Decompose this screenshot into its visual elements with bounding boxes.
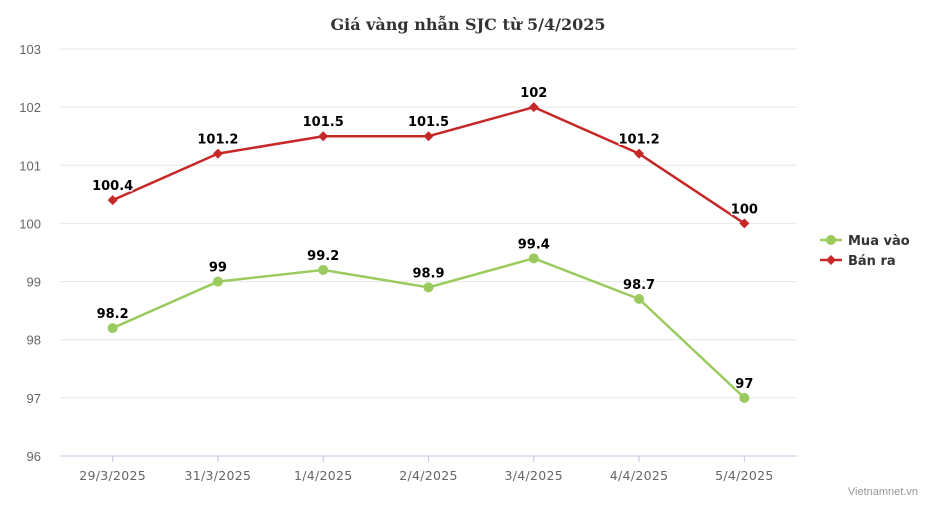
legend-label: Bán ra <box>848 254 896 269</box>
data-point <box>107 195 118 206</box>
data-point <box>212 148 223 159</box>
data-label: 101.2 <box>197 133 238 148</box>
x-tick-label: 2/4/2025 <box>399 468 458 483</box>
data-label: 101.5 <box>303 115 344 130</box>
data-label: 99 <box>209 261 227 276</box>
data-point <box>528 253 539 264</box>
data-label: 101.2 <box>619 133 660 148</box>
legend-item[interactable]: Bán ra <box>820 254 896 269</box>
data-label: 98.7 <box>623 278 655 293</box>
data-point <box>318 264 329 275</box>
x-tick-label: 31/3/2025 <box>185 468 252 483</box>
legend-marker <box>826 235 836 245</box>
legend-label: Mua vào <box>848 234 910 249</box>
data-point <box>528 102 539 113</box>
x-tick-label: 29/3/2025 <box>79 468 146 483</box>
y-tick-label: 96 <box>27 449 41 464</box>
y-tick-label: 99 <box>27 275 41 290</box>
y-tick-label: 98 <box>27 333 41 348</box>
x-tick-label: 1/4/2025 <box>294 468 353 483</box>
y-tick-label: 102 <box>19 100 41 115</box>
data-label: 102 <box>520 86 547 101</box>
data-label: 100.4 <box>92 179 133 194</box>
data-point <box>423 282 434 293</box>
legend: Mua vào Bán ra <box>820 234 910 269</box>
y-axis: 96 97 98 99 100 101 102 103 <box>19 42 41 464</box>
data-point <box>634 294 645 305</box>
x-axis: 29/3/2025 31/3/2025 1/4/2025 2/4/2025 3/4/20… <box>79 456 773 483</box>
data-label: 99.2 <box>307 249 339 264</box>
y-tick-label: 100 <box>19 216 41 231</box>
legend-marker <box>826 255 836 265</box>
data-point <box>739 392 750 403</box>
x-tick-label: 4/4/2025 <box>610 468 669 483</box>
y-tick-label: 97 <box>27 391 41 406</box>
data-label: 101.5 <box>408 115 449 130</box>
data-point <box>634 148 645 159</box>
data-point <box>423 131 434 142</box>
data-label: 100 <box>731 202 758 217</box>
credit: Vietnamnet.vn <box>848 486 918 498</box>
series-mua-vao: 98.2 99 99.2 98.9 99.4 98.7 97 <box>95 236 755 403</box>
series-ban-ra: 100.4 101.2 101.5 101.5 102 101.2 100 <box>91 85 759 229</box>
x-tick-label: 3/4/2025 <box>505 468 564 483</box>
data-point <box>107 323 118 334</box>
data-point <box>212 276 223 287</box>
data-label: 99.4 <box>518 237 550 252</box>
grid <box>60 48 797 399</box>
data-point <box>739 218 750 229</box>
x-tick-label: 5/4/2025 <box>715 468 774 483</box>
chart-title: Giá vàng nhẫn SJC từ 5/4/2025 <box>330 15 605 34</box>
y-tick-label: 101 <box>19 158 41 173</box>
data-label: 97 <box>735 377 753 392</box>
data-label: 98.2 <box>97 307 129 322</box>
y-tick-label: 103 <box>19 42 41 57</box>
legend-item[interactable]: Mua vào <box>820 234 910 249</box>
data-label: 98.9 <box>412 266 444 281</box>
data-point <box>318 131 329 142</box>
